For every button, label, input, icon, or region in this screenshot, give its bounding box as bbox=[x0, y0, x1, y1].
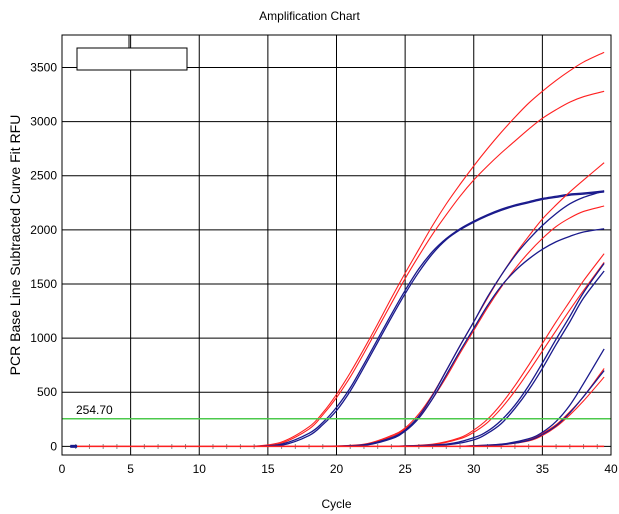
series-line-blue bbox=[254, 191, 605, 448]
x-tick-label: 0 bbox=[59, 462, 66, 476]
legend-box bbox=[76, 47, 188, 71]
y-tick-labels: 0 500 1000 1500 2000 2500 3000 3500 bbox=[30, 60, 57, 453]
series-line-blue bbox=[391, 270, 605, 447]
series-line-blue bbox=[391, 263, 605, 447]
x-tick-label: 10 bbox=[193, 462, 207, 476]
y-tick-label: 0 bbox=[50, 439, 57, 453]
y-axis-title: PCR Base Line Subtracted Curve Fit RFU bbox=[7, 115, 23, 376]
series-line-blue bbox=[322, 228, 605, 447]
x-axis-title: Cycle bbox=[321, 497, 351, 511]
series-line-red bbox=[254, 90, 605, 447]
x-tick-label: 35 bbox=[536, 462, 550, 476]
y-tick-label: 3000 bbox=[30, 115, 57, 129]
y-tick-label: 1000 bbox=[30, 331, 57, 345]
y-tick-label: 1500 bbox=[30, 277, 57, 291]
threshold-label: 254.70 bbox=[76, 403, 113, 417]
minor-ticks bbox=[75, 444, 598, 449]
x-tick-label: 15 bbox=[261, 462, 275, 476]
y-tick-label: 3500 bbox=[30, 60, 57, 74]
series-line-blue bbox=[322, 190, 605, 447]
series-line-red bbox=[391, 253, 605, 447]
series-line-blue bbox=[254, 190, 605, 447]
series-line-red bbox=[391, 261, 605, 447]
x-tick-label: 20 bbox=[330, 462, 344, 476]
series-line-red bbox=[322, 162, 605, 447]
grid bbox=[62, 35, 611, 455]
series-line-red bbox=[254, 51, 605, 447]
series-line-red bbox=[459, 376, 605, 447]
chart-title: Amplification Chart bbox=[259, 9, 360, 23]
y-tick-label: 2500 bbox=[30, 169, 57, 183]
x-tick-label: 25 bbox=[398, 462, 412, 476]
series-group bbox=[254, 51, 605, 448]
x-tick-label: 40 bbox=[604, 462, 618, 476]
y-tick-label: 500 bbox=[37, 385, 57, 399]
x-tick-label: 5 bbox=[127, 462, 134, 476]
x-tick-label: 30 bbox=[467, 462, 481, 476]
series-line-red bbox=[322, 205, 605, 447]
plot-frame bbox=[61, 34, 612, 456]
x-tick-labels: 0 5 10 15 20 25 30 35 40 bbox=[59, 462, 618, 476]
y-tick-label: 2000 bbox=[30, 223, 57, 237]
series-line-blue bbox=[459, 370, 605, 447]
